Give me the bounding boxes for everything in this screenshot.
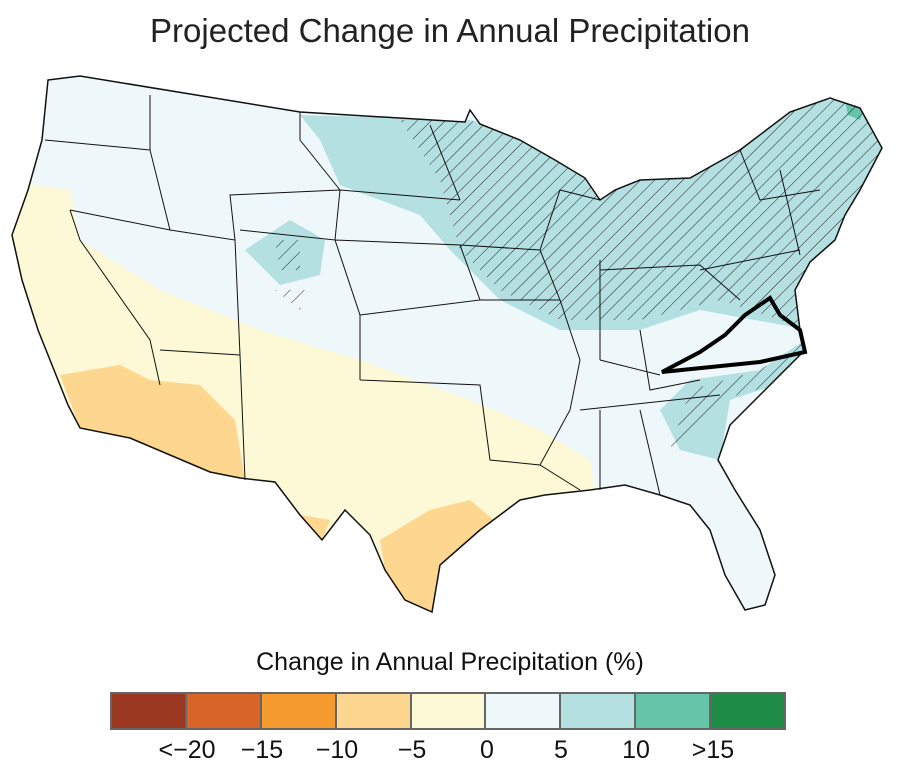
legend-color-bar (110, 692, 786, 730)
legend-label: 5 (554, 736, 568, 764)
legend-title: Change in Annual Precipitation (%) (256, 648, 644, 676)
legend-swatch-3 (261, 694, 335, 728)
legend-swatch-8 (636, 694, 710, 728)
map-title: Projected Change in Annual Precipitation (150, 12, 750, 49)
us-precipitation-map (11, 75, 883, 613)
significance-hatching (275, 100, 882, 450)
legend-swatch-9 (711, 694, 785, 728)
legend-swatch-7 (561, 694, 635, 728)
state-borders (11, 75, 883, 613)
legend-swatch-2 (186, 694, 260, 728)
zone-minus10-to-minus5 (60, 365, 500, 612)
legend-label: 10 (622, 736, 650, 764)
legend-label: <−20 (158, 736, 216, 764)
legend-label: 0 (480, 736, 494, 764)
legend-swatch-1 (112, 694, 185, 728)
legend-swatch-4 (336, 694, 410, 728)
legend-label: −15 (240, 736, 284, 764)
legend-swatch-6 (486, 694, 560, 728)
legend-label: −10 (315, 736, 359, 764)
virginia-outline (661, 295, 808, 374)
legend-label: >15 (691, 736, 735, 764)
legend-label: −5 (397, 736, 427, 764)
legend-swatch-5 (411, 694, 485, 728)
